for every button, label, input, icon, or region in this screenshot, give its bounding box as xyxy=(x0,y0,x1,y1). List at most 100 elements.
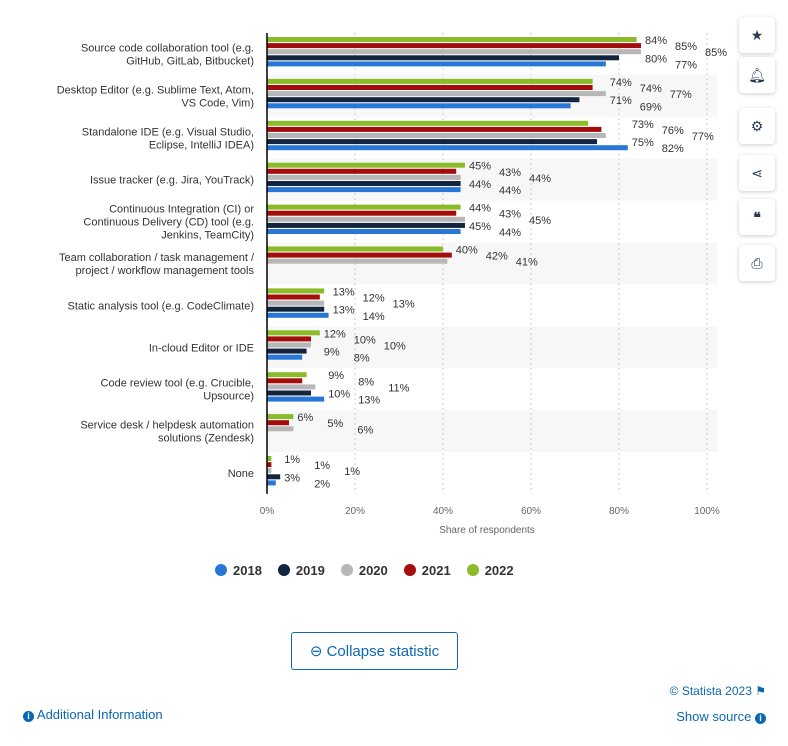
x-tick-label: 0% xyxy=(260,506,275,517)
category-label: Service desk / helpdesk automation xyxy=(80,420,254,432)
category-label: GitHub, GitLab, Bitbucket) xyxy=(126,55,254,67)
x-tick-label: 100% xyxy=(694,506,720,517)
data-label: 10% xyxy=(354,334,376,346)
x-tick-label: 60% xyxy=(521,506,541,517)
data-label: 13% xyxy=(333,286,355,298)
legend-item-2022[interactable]: 2022 xyxy=(466,563,514,578)
bar-2021 xyxy=(267,210,457,216)
data-label: 12% xyxy=(324,328,346,340)
data-label: 73% xyxy=(632,119,654,131)
data-label: 80% xyxy=(645,53,667,65)
legend-item-2018[interactable]: 2018 xyxy=(215,563,262,578)
data-label: 13% xyxy=(333,305,355,317)
data-label: 8% xyxy=(358,376,374,388)
bar-2020 xyxy=(267,258,448,264)
data-label: 85% xyxy=(675,41,697,53)
category-label: Continuous Integration (CI) or xyxy=(109,204,254,216)
x-tick-label: 40% xyxy=(433,506,453,517)
info-icon: i xyxy=(755,713,766,724)
bar-2018 xyxy=(267,145,628,151)
category-label: project / workflow management tools xyxy=(75,265,254,277)
bar-2020 xyxy=(267,384,316,390)
data-label: 13% xyxy=(393,299,415,311)
category-label: Desktop Editor (e.g. Sublime Text, Atom, xyxy=(57,84,254,96)
bar-2022 xyxy=(267,330,320,336)
print-icon[interactable]: ⎙ xyxy=(739,245,775,281)
data-label: 12% xyxy=(363,293,385,305)
data-label: 76% xyxy=(662,125,684,137)
bar-2018 xyxy=(267,103,571,109)
bar-2019 xyxy=(267,139,597,145)
legend-item-2020[interactable]: 2020 xyxy=(340,563,388,578)
bar-chart: 0% 20% 40% 60% 80% 100% Share of respondents So… xyxy=(57,33,727,536)
data-label: 69% xyxy=(640,101,662,113)
bar-2018 xyxy=(267,354,303,360)
bar-2021 xyxy=(267,85,593,90)
legend-item-2019[interactable]: 2019 xyxy=(277,563,325,578)
data-label: 1% xyxy=(284,454,300,466)
data-label: 2% xyxy=(314,478,330,490)
bar-2022 xyxy=(267,288,325,294)
bar-2021 xyxy=(267,43,641,49)
quote-icon[interactable]: ❝ xyxy=(739,199,775,235)
data-label: 1% xyxy=(344,466,360,478)
category-label: Code review tool (e.g. Crucible, xyxy=(101,378,254,390)
data-label: 42% xyxy=(486,251,508,263)
category-label: None xyxy=(228,468,254,480)
show-source-link[interactable]: Show source i xyxy=(676,709,766,724)
data-label: 10% xyxy=(384,341,406,353)
category-label: Team collaboration / task management / xyxy=(59,252,255,264)
legend-label: 2022 xyxy=(484,563,514,578)
info-icon: i xyxy=(23,711,34,722)
data-label: 85% xyxy=(705,47,727,59)
collapse-statistic-button[interactable]: ⊖ Collapse statistic xyxy=(291,632,458,670)
legend-swatch xyxy=(340,564,353,576)
bar-2018 xyxy=(267,396,325,402)
bar-2018 xyxy=(267,187,461,193)
data-label: 40% xyxy=(456,245,478,257)
share-icon[interactable]: ⋖ xyxy=(739,155,775,191)
data-label: 75% xyxy=(632,137,654,149)
bar-2019 xyxy=(267,474,281,480)
category-label: Issue tracker (e.g. Jira, YouTrack) xyxy=(90,175,254,187)
bar-2021 xyxy=(267,462,272,468)
legend-item-2021[interactable]: 2021 xyxy=(403,563,451,578)
bar-2022 xyxy=(267,204,461,210)
x-tick-label: 20% xyxy=(345,506,365,517)
additional-info-label: Additional Information xyxy=(36,707,163,722)
data-label: 82% xyxy=(662,143,684,155)
additional-info-link[interactable]: i Additional Information xyxy=(23,707,163,722)
flag-icon: ⚑ xyxy=(755,684,766,698)
data-label: 8% xyxy=(354,353,370,365)
category-label: Static analysis tool (e.g. CodeClimate) xyxy=(68,300,254,312)
bar-2020 xyxy=(267,216,465,222)
bar-2020 xyxy=(267,468,272,474)
star-icon[interactable]: ★ xyxy=(739,17,775,53)
bar-2022 xyxy=(267,78,593,84)
data-label: 77% xyxy=(670,89,692,101)
bar-2021 xyxy=(267,252,452,258)
bar-2020 xyxy=(267,174,461,180)
data-label: 43% xyxy=(499,209,521,221)
copyright-link[interactable]: © Statista 2023 xyxy=(669,684,752,698)
data-label: 14% xyxy=(363,311,385,323)
bar-2022 xyxy=(267,120,589,126)
bar-2018 xyxy=(267,480,276,486)
data-label: 84% xyxy=(645,35,667,47)
data-label: 6% xyxy=(297,412,313,424)
bar-2019 xyxy=(267,55,619,61)
data-label: 43% xyxy=(499,167,521,179)
data-label: 9% xyxy=(324,347,340,359)
bell-icon[interactable]: 🔔︎ xyxy=(739,57,775,93)
data-label: 44% xyxy=(469,203,491,215)
bar-2019 xyxy=(267,222,465,228)
bar-2021 xyxy=(267,126,602,132)
bar-2020 xyxy=(267,91,606,97)
bar-2022 xyxy=(267,246,443,252)
bar-2021 xyxy=(267,420,289,426)
bar-2022 xyxy=(267,162,465,168)
gear-icon[interactable]: ⚙ xyxy=(739,108,775,144)
category-label: solutions (Zendesk) xyxy=(158,433,254,445)
category-label: VS Code, Vim) xyxy=(181,97,254,109)
row-band xyxy=(267,410,717,452)
